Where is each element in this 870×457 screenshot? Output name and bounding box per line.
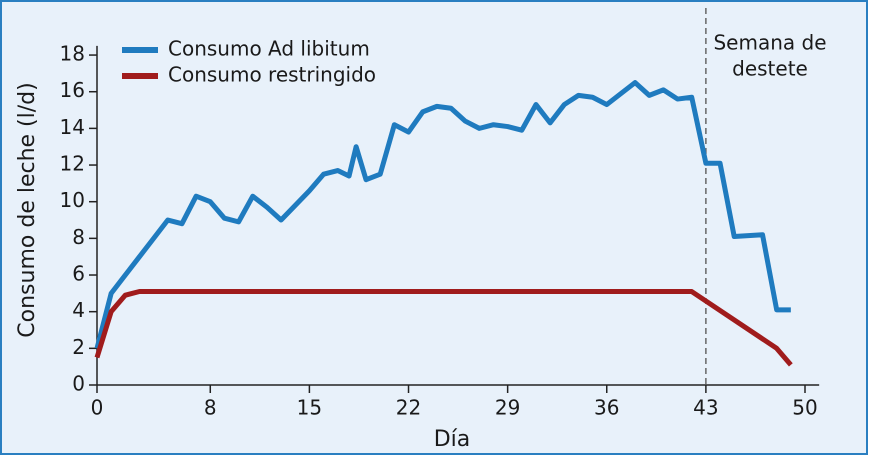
y-tick-label: 14 [60,115,85,139]
x-axis-title: Día [434,427,471,452]
x-tick-label: 50 [792,396,817,420]
annotation-text: Semana de [713,31,826,55]
x-tick-label: 0 [91,396,104,420]
y-tick-label: 8 [72,225,85,249]
y-tick-label: 10 [60,188,85,212]
x-tick-label: 8 [204,396,217,420]
legend-label: Consumo restringido [168,63,376,87]
y-tick-label: 4 [72,298,85,322]
x-tick-label: 15 [297,396,322,420]
x-tick-label: 29 [495,396,520,420]
y-axis-title: Consumo de leche (l/d) [15,82,40,337]
series-line [94,80,791,349]
y-tick-label: 12 [60,152,85,176]
y-tick-label: 18 [60,42,85,66]
x-tick-label: 22 [396,396,421,420]
y-tick-label: 16 [60,78,85,102]
x-tick-label: 43 [693,396,718,420]
y-tick-label: 0 [72,372,85,396]
x-tick-label: 36 [594,396,619,420]
y-tick-label: 6 [72,262,85,286]
y-tick-label: 2 [72,335,85,359]
series-line [94,289,793,367]
legend-label: Consumo Ad libitum [168,37,370,61]
annotation-text: destete [732,57,808,81]
